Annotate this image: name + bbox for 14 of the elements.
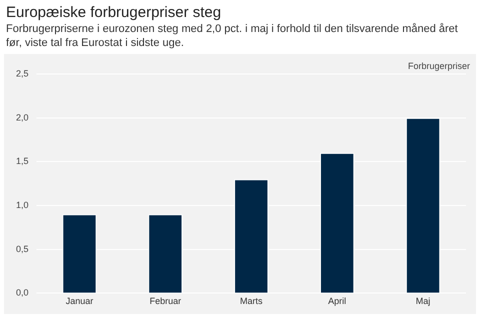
y-tick-label: 1,5 <box>16 156 29 166</box>
x-tick-label: Maj <box>416 296 430 306</box>
chart-subtitle: Forbrugerpriserne i eurozonen steg med 2,0 pct. i maj i forhold til den tilsvarende måned året før, viste tal fra Eurostat i sidste uge. <box>5 22 459 50</box>
x-tick-label: Februar <box>150 296 182 306</box>
x-tick-label: Januar <box>66 296 94 306</box>
y-tick-label: 0,5 <box>16 244 29 254</box>
y-tick-label: 2,0 <box>16 112 29 122</box>
x-tick-label: April <box>328 296 346 306</box>
chart-title: Europæiske forbrugerpriser steg <box>5 3 222 22</box>
y-tick-label: 0,0 <box>16 288 29 298</box>
y-tick-label: 1,0 <box>16 200 29 210</box>
x-tick-label: Marts <box>240 296 264 306</box>
y-tick-label: 2,5 <box>16 68 29 78</box>
y-axis-title: Forbrugerpriser <box>408 61 470 71</box>
